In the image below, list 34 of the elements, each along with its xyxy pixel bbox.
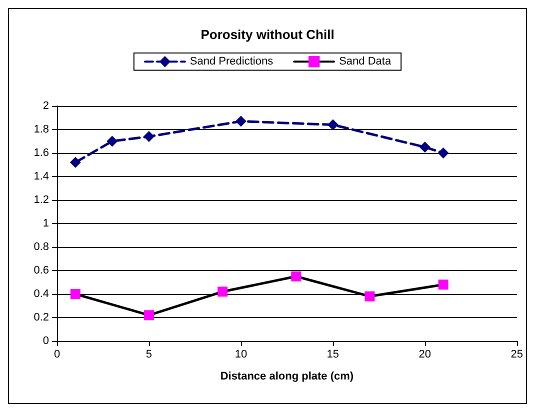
point	[327, 119, 338, 130]
y-tick-label: 0.2	[34, 312, 49, 324]
y-tick-label: 1.2	[34, 194, 49, 206]
point	[438, 148, 449, 158]
y-tick-label: 0.4	[34, 288, 49, 300]
y-tick-label: 0.6	[34, 264, 49, 276]
y-tick-label: 1.6	[34, 147, 49, 159]
point	[218, 286, 228, 297]
point	[143, 131, 154, 142]
point	[235, 116, 246, 127]
point	[419, 142, 430, 153]
y-tick-label: 0	[42, 335, 49, 347]
point	[438, 280, 448, 290]
y-tick-label: 2	[42, 100, 49, 112]
y-tick-label: 0.8	[34, 241, 49, 253]
y-tick-label: 1	[42, 218, 49, 230]
point	[364, 291, 375, 302]
point	[144, 310, 154, 320]
point	[106, 136, 118, 147]
y-tick-label: 1.8	[34, 124, 49, 136]
x-tick-label: 20	[418, 348, 432, 360]
x-tick-label: 25	[510, 348, 524, 360]
y-tick-label: 1.4	[34, 170, 49, 182]
legend-label: Sand Predictions	[190, 56, 274, 68]
x-tick-label: 5	[146, 348, 152, 360]
point	[291, 271, 302, 282]
legend-label: Sand Data	[339, 56, 392, 68]
x-tick-label: 15	[326, 348, 340, 360]
point	[70, 156, 81, 168]
x-axis-title: Distance along plate (cm)	[220, 370, 354, 382]
chart-title: Porosity without Chill	[200, 27, 334, 42]
x-tick-label: 10	[234, 348, 248, 360]
x-tick-label: 0	[54, 348, 60, 360]
point	[70, 289, 80, 299]
